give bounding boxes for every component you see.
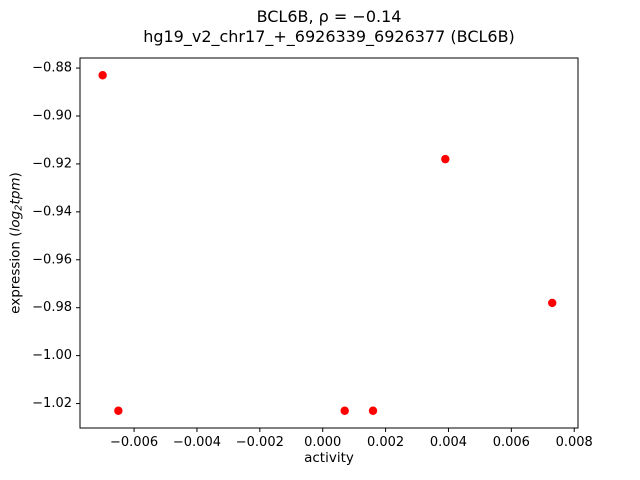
x-tick-label: 0.006 bbox=[493, 435, 530, 450]
x-tick-label: −0.004 bbox=[173, 435, 221, 450]
y-tick-label: −0.88 bbox=[32, 61, 72, 76]
y-tick-label: −0.94 bbox=[32, 204, 72, 219]
plot-border bbox=[79, 57, 579, 429]
data-point bbox=[548, 298, 557, 308]
data-point bbox=[340, 406, 349, 415]
y-tick-label: −0.98 bbox=[32, 300, 72, 315]
data-point bbox=[98, 71, 107, 80]
y-tick-label: −1.02 bbox=[32, 396, 72, 411]
x-tick-label: 0.004 bbox=[430, 435, 467, 450]
data-point bbox=[368, 406, 378, 415]
x-tick-label: −0.002 bbox=[236, 435, 284, 450]
y-tick-label: −0.90 bbox=[32, 108, 72, 123]
x-axis-label: activity bbox=[304, 450, 354, 466]
y-tick-label: −1.00 bbox=[32, 348, 72, 363]
data-point bbox=[441, 154, 450, 164]
x-tick-label: 0.002 bbox=[367, 435, 404, 450]
data-point bbox=[114, 406, 123, 415]
x-tick-label: 0.000 bbox=[304, 435, 341, 450]
y-tick-label: −0.92 bbox=[32, 156, 72, 171]
chart-title: BCL6B, ρ = −0.14 hg19_v2_chr17_+_6926339… bbox=[80, 7, 578, 47]
y-tick-label: −0.96 bbox=[32, 252, 72, 267]
chart-title-line1: BCL6B, ρ = −0.14 bbox=[256, 7, 402, 26]
x-tick-label: −0.006 bbox=[110, 435, 158, 450]
chart-title-line2: hg19_v2_chr17_+_6926339_6926377 (BCL6B) bbox=[143, 27, 515, 46]
x-tick-label: 0.008 bbox=[556, 435, 593, 450]
